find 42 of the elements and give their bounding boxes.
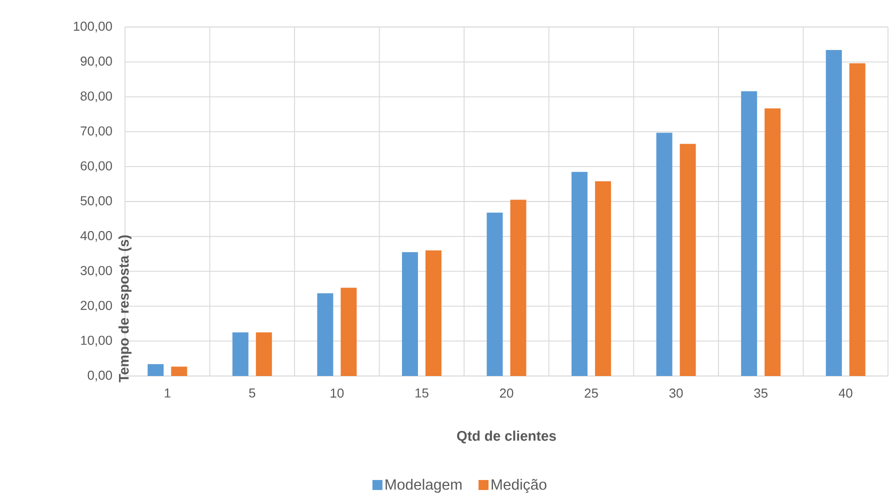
bar [148,364,164,376]
x-tick-label: 40 [838,388,852,398]
x-tick-label: 30 [669,388,683,398]
bar [741,91,758,376]
bar [486,212,503,376]
y-tick-label: 60,00 [80,161,112,172]
bar [849,63,866,376]
x-tick-label: 25 [584,388,598,398]
bar [826,50,842,376]
x-tick-label: 10 [330,388,344,398]
bar [656,132,672,376]
bar [317,293,334,376]
bar [425,250,442,376]
bar [402,252,418,376]
y-tick-label: 70,00 [80,126,112,138]
y-tick-label: 40,00 [80,231,112,242]
y-tick-label: 50,00 [80,196,112,207]
x-tick-label: 5 [249,388,256,398]
bar [340,288,357,376]
x-axis-title: Qtd de clientes [457,430,556,444]
bar [680,144,696,376]
y-tick-label: 10,00 [81,336,112,346]
bar [171,366,188,376]
bar [764,108,781,376]
bar [572,172,588,376]
y-tick-label: 20,00 [80,300,112,312]
legend-label: Medição [492,478,546,493]
x-tick-label: 35 [754,388,768,398]
bar [256,332,272,376]
y-tick-label: 90,00 [80,56,112,68]
y-tick-label: 30,00 [80,266,112,277]
y-tick-label: 100,00 [74,22,112,32]
y-tick-label: 0,00 [88,370,112,382]
bar [232,332,248,376]
y-tick-label: 80,00 [80,91,112,102]
x-tick-label: 1 [164,388,170,398]
x-tick-label: 20 [500,388,514,398]
bar [595,181,612,376]
y-axis-title: Tempo de resposta (s) [118,235,132,382]
bar [510,200,526,376]
legend-label: Modelagem [386,478,462,493]
x-tick-label: 15 [416,388,428,398]
